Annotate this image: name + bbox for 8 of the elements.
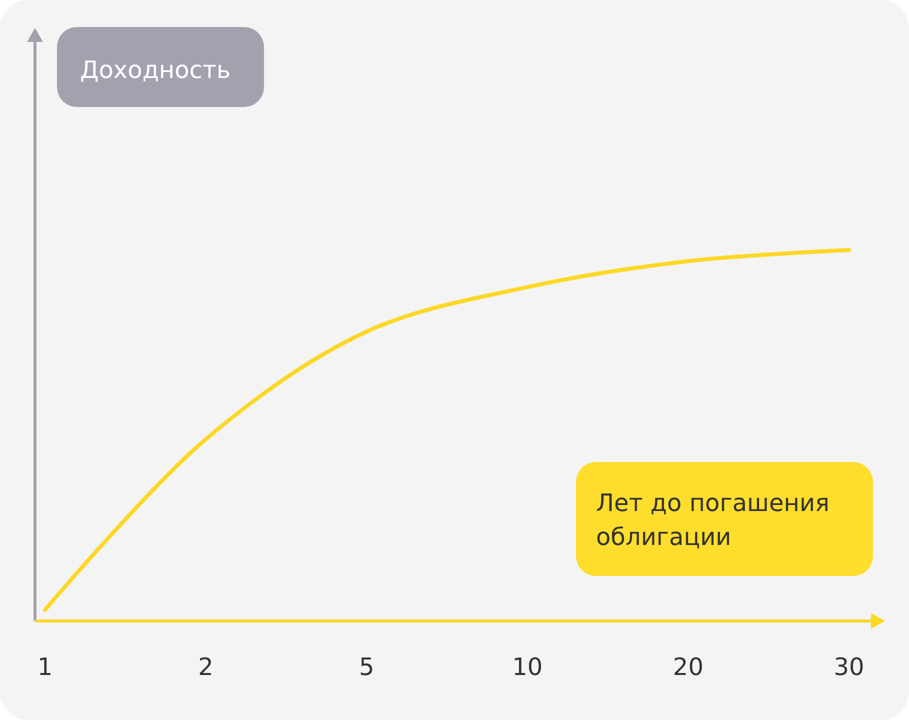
x-tick-label: 10 [512, 653, 543, 681]
x-tick-label: 5 [358, 653, 374, 681]
text: Доходность [80, 56, 231, 84]
x-tick-label: 30 [834, 653, 864, 681]
x-tick-label: 20 [672, 653, 704, 681]
x-tick-label: 2 [198, 653, 214, 681]
x-axis-title: Лет до погашения облигации [576, 462, 873, 576]
x-tick-label: 1 [37, 653, 53, 681]
